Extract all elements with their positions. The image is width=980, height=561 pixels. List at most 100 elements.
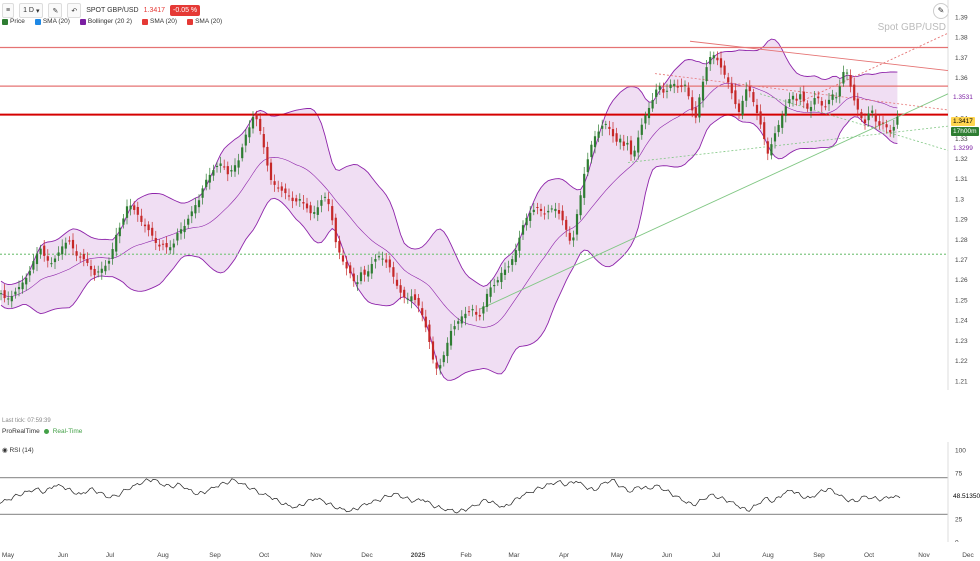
candle-body bbox=[190, 211, 193, 217]
legend-item[interactable]: SMA (20) bbox=[34, 18, 70, 25]
y-tick-label: 1.36 bbox=[955, 75, 968, 82]
candle-body bbox=[244, 134, 247, 146]
candle-body bbox=[464, 313, 467, 319]
candle-body bbox=[233, 165, 237, 172]
candle-body bbox=[745, 89, 748, 101]
rsi-y-tick-label: 0 bbox=[955, 540, 959, 543]
candle-body bbox=[251, 117, 255, 129]
candle-body bbox=[237, 160, 240, 168]
y-tick-label: 1.24 bbox=[955, 318, 968, 325]
candle-body bbox=[860, 112, 863, 119]
rsi-y-tick-label: 75 bbox=[955, 471, 963, 478]
realtime-dot-icon bbox=[43, 429, 49, 434]
candle-body bbox=[514, 250, 517, 262]
legend-item[interactable]: SMA (20) bbox=[187, 18, 222, 25]
candle-body bbox=[867, 113, 870, 121]
legend-item[interactable]: Bollinger (20 2) bbox=[79, 18, 132, 25]
candle-body bbox=[575, 214, 579, 235]
candle-body bbox=[701, 81, 705, 101]
candle-body bbox=[442, 355, 445, 363]
candle-body bbox=[467, 311, 471, 313]
candle-body bbox=[871, 110, 874, 113]
x-tick-label: Apr bbox=[559, 552, 570, 559]
candle-body bbox=[122, 218, 125, 225]
bollinger-upper-line bbox=[0, 38, 898, 287]
candle-body bbox=[97, 271, 100, 273]
legend-label: SMA (20) bbox=[149, 18, 178, 25]
candle-body bbox=[651, 100, 654, 109]
candle-body bbox=[683, 84, 687, 86]
dashed-resistance-line bbox=[654, 73, 949, 111]
candle-body bbox=[457, 321, 460, 324]
legend-item[interactable]: SMA (20) bbox=[141, 18, 178, 25]
candle-body bbox=[64, 242, 67, 249]
last-price-tag: 1.3417 bbox=[951, 117, 975, 126]
candle-body bbox=[158, 244, 161, 247]
price-chart[interactable]: Spot GBP/USD1.391.381.371.361.351.341.33… bbox=[0, 0, 980, 390]
legend-label: Price bbox=[10, 18, 25, 25]
candle-body bbox=[136, 206, 139, 215]
candle-body bbox=[554, 208, 557, 212]
candle-body bbox=[629, 140, 633, 155]
candle-body bbox=[367, 271, 370, 277]
candle-body bbox=[820, 101, 823, 106]
candle-body bbox=[741, 100, 744, 116]
candle-body bbox=[395, 279, 399, 286]
x-tick-label: May bbox=[611, 552, 624, 559]
candle-body bbox=[147, 224, 150, 231]
period-select[interactable]: 1 D ▾ bbox=[19, 3, 44, 18]
x-tick-label: 2025 bbox=[411, 552, 426, 559]
x-axis: May Jun Jul Aug Sep Oct Nov Dec 2025 Feb Mar Apr May… bbox=[2, 552, 975, 559]
candle-body bbox=[305, 203, 309, 209]
rsi-chart[interactable]: 1007550250 bbox=[0, 442, 980, 542]
y-tick-label: 1.33 bbox=[955, 136, 968, 143]
candle-body bbox=[133, 205, 136, 210]
candle-body bbox=[413, 294, 417, 300]
candle-body bbox=[71, 239, 75, 249]
candle-body bbox=[25, 277, 28, 285]
candle-body bbox=[460, 316, 463, 324]
legend-item[interactable]: Price bbox=[2, 18, 25, 25]
candle-body bbox=[709, 57, 712, 65]
candle-body bbox=[550, 208, 553, 210]
candle-body bbox=[590, 144, 593, 158]
rsi-label: ◉ RSI (14) bbox=[2, 447, 34, 454]
x-tick-label: Nov bbox=[310, 552, 322, 559]
candle-body bbox=[892, 126, 895, 131]
candle-body bbox=[57, 252, 60, 256]
candle-body bbox=[863, 119, 867, 124]
candle-body bbox=[215, 165, 219, 168]
candle-body bbox=[608, 126, 611, 129]
candle-body bbox=[320, 200, 323, 206]
candle-body bbox=[115, 234, 118, 252]
pencil-icon[interactable]: ✎ bbox=[48, 3, 63, 18]
y-tick-label: 1.29 bbox=[955, 217, 968, 224]
candle-body bbox=[478, 314, 481, 317]
upper-band-tag: 1.3531 bbox=[951, 93, 975, 102]
candle-body bbox=[107, 260, 111, 264]
countdown-tag: 17h00m bbox=[951, 127, 979, 136]
candle-body bbox=[759, 111, 762, 125]
candle-body bbox=[53, 258, 57, 263]
candle-body bbox=[298, 199, 301, 201]
candle-body bbox=[262, 134, 265, 148]
x-tick-label: Jun bbox=[662, 552, 673, 559]
candle-body bbox=[665, 90, 669, 92]
legend-swatch bbox=[2, 18, 8, 25]
candle-body bbox=[392, 267, 395, 277]
hamburger-icon[interactable]: ≡ bbox=[2, 3, 15, 18]
x-tick-label: Aug bbox=[762, 552, 774, 559]
x-tick-label: Sep bbox=[209, 552, 221, 559]
legend-swatch bbox=[79, 18, 86, 25]
symbol-name: SPOT GBP/USD bbox=[86, 7, 139, 14]
candle-body bbox=[3, 290, 6, 299]
candle-body bbox=[197, 200, 201, 208]
candle-body bbox=[842, 71, 845, 84]
candle-body bbox=[323, 196, 327, 198]
y-tick-label: 1.23 bbox=[955, 338, 968, 345]
dashed-support-line bbox=[627, 125, 949, 163]
candle-body bbox=[89, 265, 93, 270]
candle-body bbox=[557, 210, 561, 214]
undo-icon[interactable]: ↶ bbox=[67, 3, 82, 18]
candle-body bbox=[223, 166, 226, 168]
